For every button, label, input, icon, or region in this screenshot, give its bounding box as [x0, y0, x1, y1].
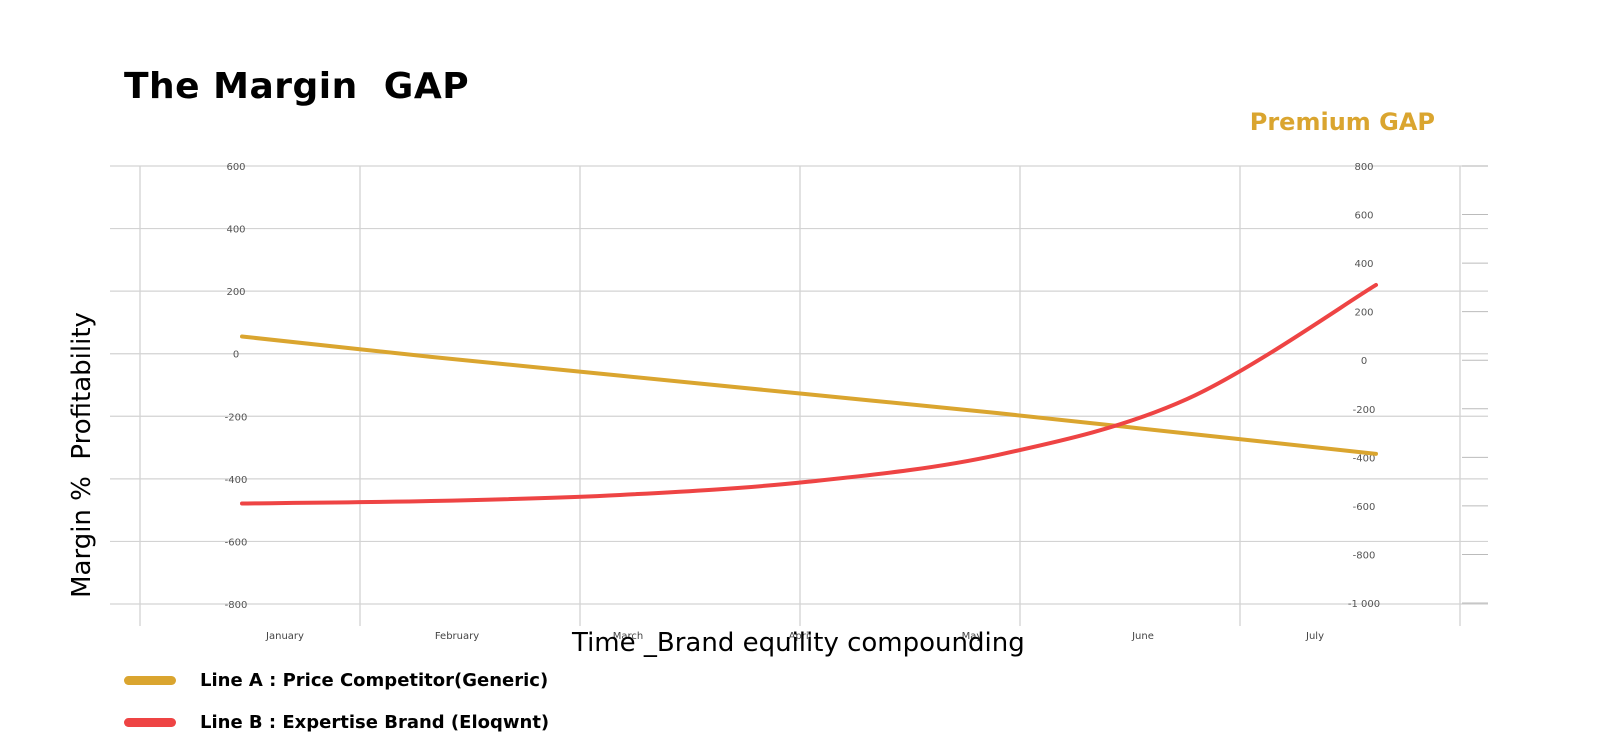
x-tick-label: April [789, 631, 812, 642]
x-axis-label: Time _Brand equility compounding [572, 628, 1025, 658]
x-tick-label: July [1305, 631, 1324, 642]
left-tick-label: 200 [226, 287, 245, 298]
x-tick-label: February [435, 631, 479, 642]
right-tick-label: -1 000 [1348, 599, 1380, 610]
right-tick-label: 600 [1354, 211, 1373, 222]
y-axis-label: Margin % Profitability [67, 312, 97, 598]
left-tick-label: -800 [225, 600, 248, 611]
left-tick-label: -200 [225, 412, 248, 423]
left-tick-label: -600 [225, 537, 248, 548]
series-line-b [240, 282, 1378, 506]
x-tick-label: January [265, 631, 304, 642]
x-tick-label: June [1131, 631, 1154, 642]
right-tick-label: -600 [1353, 502, 1376, 513]
legend-item-line-a: Line A : Price Competitor(Generic) [124, 670, 548, 691]
right-tick-label: 0 [1361, 356, 1367, 367]
right-tick-label: 800 [1354, 162, 1373, 173]
legend-item-line-b: Line B : Expertise Brand (Eloqwnt) [124, 712, 549, 733]
legend-swatch-line-a [124, 676, 176, 685]
right-tick-label: 200 [1354, 308, 1373, 319]
left-tick-label: 600 [226, 162, 245, 173]
left-tick-label: 0 [233, 350, 239, 361]
legend-label-line-b: Line B : Expertise Brand (Eloqwnt) [200, 712, 550, 733]
right-tick-label: 400 [1354, 259, 1373, 270]
series-line-a [240, 334, 1378, 456]
right-tick-label: -200 [1353, 405, 1376, 416]
x-tick-label: March [613, 631, 643, 642]
legend-label-line-a: Line A : Price Competitor(Generic) [200, 670, 549, 691]
x-tick-label: May [962, 631, 983, 642]
right-tick-label: -400 [1353, 453, 1376, 464]
premium-gap-label: Premium GAP [1249, 108, 1435, 136]
left-tick-label: 400 [226, 225, 245, 236]
right-tick-label: -800 [1353, 550, 1376, 561]
chart-title: The Margin GAP [124, 66, 470, 107]
legend-swatch-line-b [124, 718, 176, 727]
left-tick-label: -400 [225, 475, 248, 486]
